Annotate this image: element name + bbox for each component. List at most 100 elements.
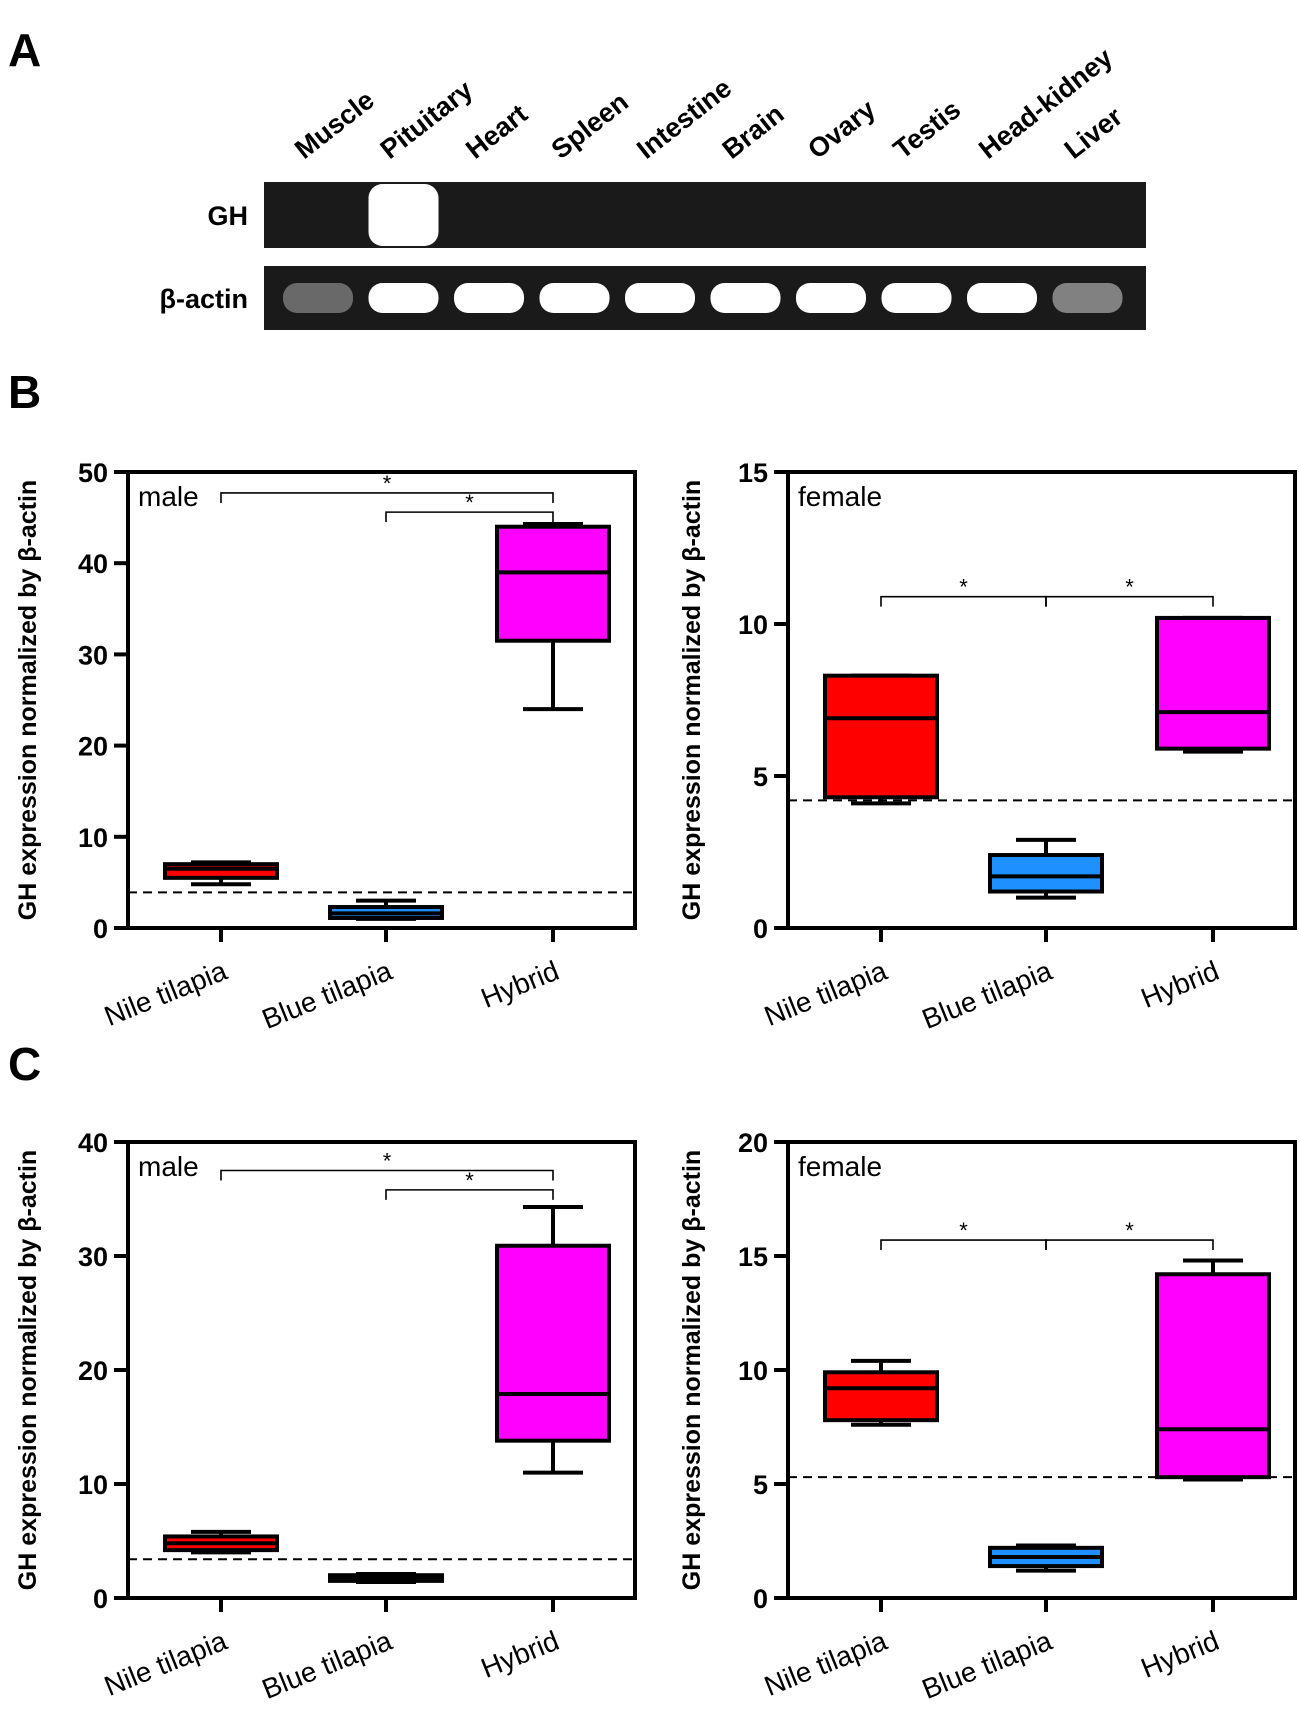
significance-bracket: * [880,1218,1047,1251]
y-tick-label: 40 [78,1128,108,1158]
box-body [1155,615,1271,751]
category-label-nile-tilapia: Nile tilapia [760,1625,892,1702]
gel-row-label: β-actin [160,284,249,314]
lane-label-muscle: Muscle [289,85,380,165]
box-blue-tilapia [328,1572,444,1585]
gel-band [368,283,439,313]
box-body [163,862,279,880]
box-body [495,1243,611,1443]
y-tick-label: 50 [78,458,108,488]
y-tick-label: 10 [78,1470,108,1500]
category-label-nile-tilapia: Nile tilapia [760,955,892,1032]
box-hybrid [1155,615,1271,754]
y-tick-label: 15 [738,1242,768,1272]
gel-band [454,283,524,313]
significance-bracket: * [385,1168,554,1200]
y-tick-label: 10 [738,610,768,640]
significance-bracket: * [385,490,554,523]
lane-label-intestine: Intestine [631,73,737,165]
y-tick-label: 30 [78,640,108,670]
lane-label-liver: Liver [1059,101,1129,165]
y-axis-label: GH expression normalized by β-actin [14,1150,42,1590]
category-label-nile-tilapia: Nile tilapia [100,1625,232,1702]
box-blue-tilapia [328,898,444,921]
y-axis-label: GH expression normalized by β-actin [678,1150,706,1590]
box-body [1155,1272,1271,1480]
bracket-line [1045,1239,1214,1251]
category-label-blue-tilapia: Blue tilapia [258,955,397,1035]
category-label-hybrid: Hybrid [477,1625,564,1684]
box-nile-tilapia [823,673,939,806]
significance-star: * [959,575,968,600]
gel-band [967,283,1037,313]
box-body [495,524,611,643]
y-tick-label: 5 [753,1470,768,1500]
sex-label: female [798,1151,882,1182]
sex-label: female [798,481,882,512]
y-tick-label: 10 [78,823,108,853]
lane-label-heart: Heart [460,99,533,165]
significance-bracket: * [220,471,554,503]
gel-band [539,283,610,313]
significance-bracket: * [1045,1218,1214,1251]
gel-band [881,283,952,313]
y-tick-label: 0 [753,1584,768,1614]
significance-star: * [1125,575,1134,600]
lane-label-spleen: Spleen [546,87,634,165]
gel-band [710,283,781,313]
y-axis-label: GH expression normalized by β-actin [14,480,42,920]
y-tick-label: 10 [738,1356,768,1386]
plot-frame [126,470,637,930]
significance-bracket: * [1045,575,1214,607]
significance-bracket: * [880,575,1047,607]
gel-band [368,184,439,246]
y-tick-label: 20 [78,1356,108,1386]
gel-band [625,283,695,313]
chart-b-male: 0 10 20 30 40 50 GH expression normalized by β… [14,458,637,1035]
significance-bracket: * [220,1149,554,1181]
gel-band [1052,283,1123,313]
lane-label-pituitary: Pituitary [375,75,479,165]
bracket-line [385,511,554,523]
chart-c-female: 0 5 10 15 20 GH expression normalized by β-ac… [678,1128,1297,1705]
significance-star: * [465,490,474,515]
significance-star: * [383,1149,392,1174]
significance-star: * [465,1168,474,1193]
y-tick-label: 20 [738,1128,768,1158]
box-hybrid [1155,1258,1271,1482]
significance-star: * [959,1218,968,1243]
lane-label-testis: Testis [888,94,966,164]
panel-letter-b: B [8,366,41,418]
y-tick-label: 15 [738,458,768,488]
category-label-hybrid: Hybrid [1137,1625,1224,1684]
bracket-line [220,492,554,503]
box-blue-tilapia [988,1543,1104,1573]
category-label-hybrid: Hybrid [1137,955,1224,1014]
box-body [988,853,1104,894]
y-axis-label: GH expression normalized by β-actin [678,480,706,920]
chart-c-male: 0 10 20 30 40 GH expression normalized by β-a… [14,1128,637,1705]
sex-label: male [138,481,199,512]
y-tick-label: 0 [93,914,108,944]
chart-b-female: 0 5 10 15 GH expression normalized by β-acti… [678,458,1297,1035]
box-body [823,673,939,800]
category-label-hybrid: Hybrid [477,955,564,1014]
box-nile-tilapia [823,1358,939,1427]
y-tick-label: 0 [93,1584,108,1614]
panel-letter-c: C [8,1038,41,1090]
lane-label-brain: Brain [717,99,790,165]
y-tick-label: 5 [753,762,768,792]
box-blue-tilapia [988,837,1104,900]
box-body [823,1370,939,1423]
category-label-blue-tilapia: Blue tilapia [918,1625,1057,1705]
sex-label: male [138,1151,199,1182]
gel-band [283,283,353,313]
box-hybrid [495,1204,611,1475]
significance-star: * [1125,1218,1134,1243]
category-label-blue-tilapia: Blue tilapia [258,1625,397,1705]
y-tick-label: 0 [753,914,768,944]
y-tick-label: 20 [78,732,108,762]
